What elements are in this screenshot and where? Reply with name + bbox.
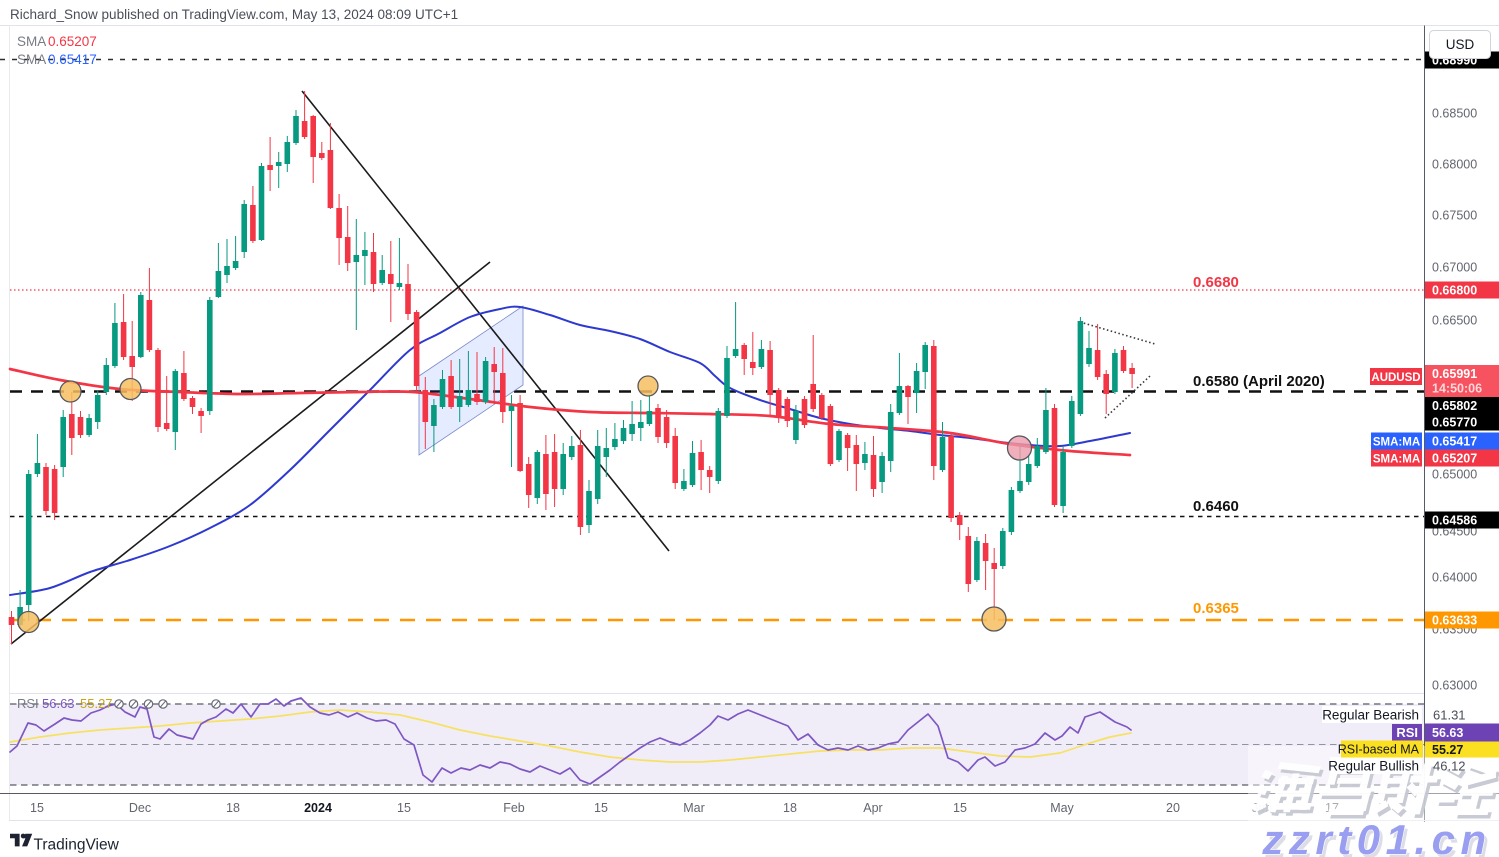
svg-text:0.68500: 0.68500 bbox=[1432, 107, 1477, 121]
svg-text:SMA:MA: SMA:MA bbox=[1373, 437, 1420, 449]
svg-text:0.66800: 0.66800 bbox=[1432, 284, 1477, 298]
svg-text:Apr: Apr bbox=[863, 801, 882, 815]
svg-text:RSI: RSI bbox=[17, 696, 39, 711]
svg-text:15: 15 bbox=[594, 801, 608, 815]
svg-text:0.63633: 0.63633 bbox=[1432, 614, 1477, 628]
svg-text:20: 20 bbox=[1166, 801, 1180, 815]
svg-text:18: 18 bbox=[226, 801, 240, 815]
svg-text:0.63000: 0.63000 bbox=[1432, 679, 1477, 693]
svg-text:SMA: SMA bbox=[17, 34, 46, 49]
svg-text:0.65770: 0.65770 bbox=[1432, 416, 1477, 430]
svg-text:61.31: 61.31 bbox=[1433, 708, 1466, 723]
svg-text:0.65417: 0.65417 bbox=[48, 52, 97, 67]
svg-text:zzrt01.cn: zzrt01.cn bbox=[1264, 820, 1494, 857]
svg-text:56.63: 56.63 bbox=[42, 696, 75, 711]
svg-text:0.65000: 0.65000 bbox=[1432, 468, 1477, 482]
svg-text:USD: USD bbox=[1446, 37, 1475, 52]
svg-text:Mar: Mar bbox=[683, 801, 705, 815]
svg-text:Dec: Dec bbox=[129, 801, 151, 815]
svg-text:Regular Bearish: Regular Bearish bbox=[1322, 708, 1419, 723]
svg-text:0.66500: 0.66500 bbox=[1432, 314, 1477, 328]
svg-text:0.64000: 0.64000 bbox=[1432, 571, 1477, 585]
svg-text:0.68000: 0.68000 bbox=[1432, 158, 1477, 172]
svg-text:RSI-based MA: RSI-based MA bbox=[1338, 743, 1420, 757]
svg-text:zzrt01.cn: zzrt01.cn bbox=[1261, 816, 1491, 857]
svg-text:SMA: SMA bbox=[17, 52, 46, 67]
svg-text:AUDUSD: AUDUSD bbox=[1371, 372, 1420, 384]
svg-text:55.27: 55.27 bbox=[1432, 743, 1463, 757]
svg-text:RSI: RSI bbox=[1396, 725, 1418, 740]
svg-text:2024: 2024 bbox=[304, 801, 332, 815]
svg-text:0.65207: 0.65207 bbox=[1432, 452, 1477, 466]
svg-text:Regular Bullish: Regular Bullish bbox=[1328, 759, 1419, 774]
svg-text:18: 18 bbox=[783, 801, 797, 815]
svg-text:0.67000: 0.67000 bbox=[1432, 261, 1477, 275]
svg-text:Richard_Snow published on Trad: Richard_Snow published on TradingView.co… bbox=[10, 7, 458, 22]
svg-text:15: 15 bbox=[397, 801, 411, 815]
svg-text:55.27: 55.27 bbox=[80, 696, 113, 711]
svg-text:15: 15 bbox=[30, 801, 44, 815]
svg-text:0.64586: 0.64586 bbox=[1432, 514, 1477, 528]
svg-text:May: May bbox=[1050, 801, 1074, 815]
svg-text:0.6460: 0.6460 bbox=[1193, 498, 1239, 515]
svg-text:0.6365: 0.6365 bbox=[1193, 600, 1239, 617]
svg-text:0.65802: 0.65802 bbox=[1432, 399, 1477, 413]
svg-text:0.65207: 0.65207 bbox=[48, 34, 97, 49]
svg-text:14:50:06: 14:50:06 bbox=[1432, 382, 1482, 396]
svg-text:15: 15 bbox=[953, 801, 967, 815]
svg-text:SMA:MA: SMA:MA bbox=[1373, 454, 1420, 466]
svg-text:Feb: Feb bbox=[503, 801, 525, 815]
svg-text:TradingView: TradingView bbox=[34, 837, 120, 854]
svg-text:0.67500: 0.67500 bbox=[1432, 209, 1477, 223]
svg-text:46.12: 46.12 bbox=[1433, 759, 1466, 774]
svg-text:0.6580 (April 2020): 0.6580 (April 2020) bbox=[1193, 373, 1325, 390]
svg-text:0.65417: 0.65417 bbox=[1432, 435, 1477, 449]
svg-text:56.63: 56.63 bbox=[1432, 726, 1463, 740]
svg-text:0.65991: 0.65991 bbox=[1432, 367, 1477, 381]
svg-text:0.6680: 0.6680 bbox=[1193, 274, 1239, 291]
